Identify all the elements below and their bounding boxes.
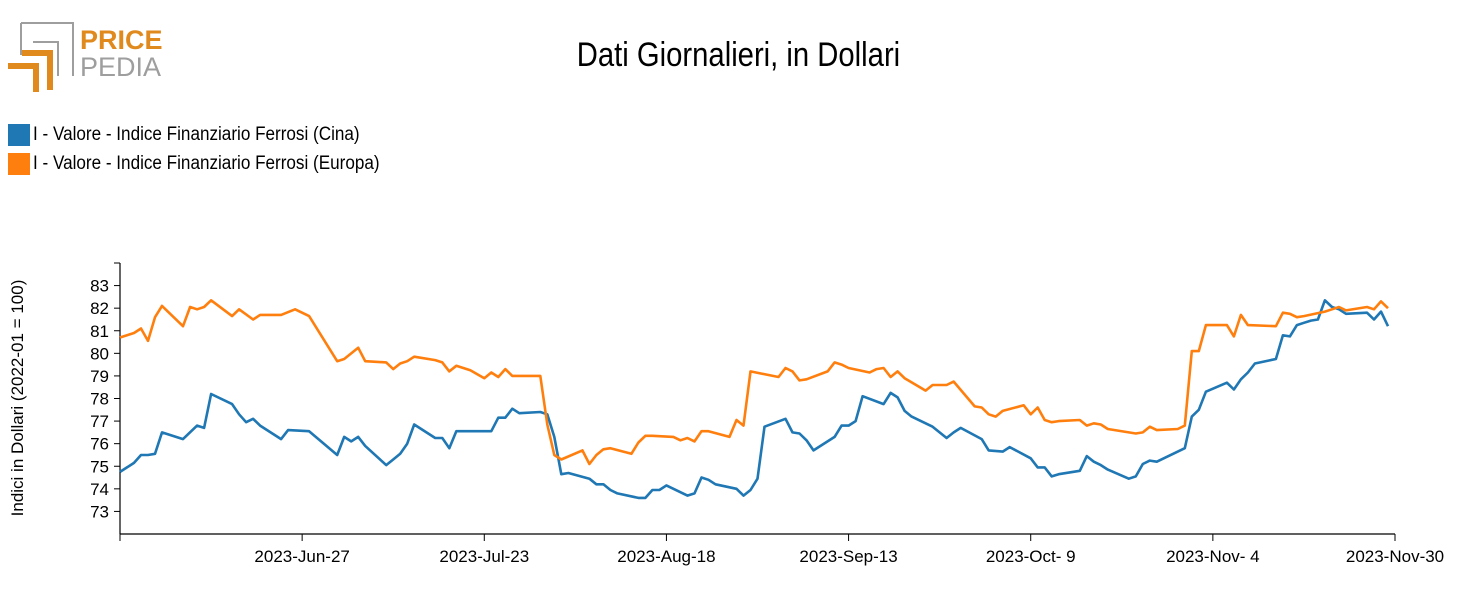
y-tick-label: 77 xyxy=(90,412,109,431)
legend-item-europa[interactable]: I - Valore - Indice Finanziario Ferrosi … xyxy=(8,149,418,178)
y-tick-label: 82 xyxy=(90,299,109,318)
series-line-europa xyxy=(119,299,1389,466)
y-tick-label: 81 xyxy=(90,322,109,341)
y-tick-label: 80 xyxy=(90,344,109,363)
x-tick-label: 2023-Nov-30 xyxy=(1346,547,1444,566)
x-tick-label: 2023-Jul-23 xyxy=(439,547,529,566)
y-tick-label: 78 xyxy=(90,390,109,409)
y-tick-label: 74 xyxy=(90,480,109,499)
chart-axes: 73 74 75 76 77 78 79 80 81 82 83 2023-Jun-27 2023-Ju… xyxy=(90,262,1444,566)
logo-text-price: PRICE xyxy=(80,25,163,55)
x-tick-label: 2023-Oct- 9 xyxy=(986,547,1076,566)
logo-text-pedia: PEDIA xyxy=(80,52,161,82)
chart-series xyxy=(119,299,1390,500)
legend-item-cina[interactable]: I - Valore - Indice Finanziario Ferrosi … xyxy=(8,120,418,149)
x-tick-label: 2023-Aug-18 xyxy=(617,547,715,566)
chart-legend: I - Valore - Indice Finanziario Ferrosi … xyxy=(8,120,418,178)
y-tick-label: 76 xyxy=(90,435,109,454)
y-tick-label: 83 xyxy=(90,277,109,296)
chart-title: Dati Giornalieri, in Dollari xyxy=(576,36,901,74)
logo-mark-icon xyxy=(8,22,74,92)
y-tick-label: 75 xyxy=(90,457,109,476)
legend-label-europa: I - Valore - Indice Finanziario Ferrosi … xyxy=(33,152,380,174)
x-tick-label: 2023-Nov- 4 xyxy=(1166,547,1260,566)
legend-swatch-europa xyxy=(8,152,30,175)
legend-swatch-cina xyxy=(8,123,30,146)
legend-label-cina: I - Valore - Indice Finanziario Ferrosi … xyxy=(33,123,360,145)
y-axis-title: Indici in Dollari (2022-01 = 100) xyxy=(8,280,27,517)
y-tick-label: 73 xyxy=(90,502,109,521)
series-line-cina xyxy=(119,299,1390,500)
x-tick-label: 2023-Sep-13 xyxy=(799,547,897,566)
y-tick-label: 79 xyxy=(90,367,109,386)
pricepedia-logo: PRICE PEDIA xyxy=(8,22,163,92)
x-tick-label: 2023-Jun-27 xyxy=(254,547,349,566)
